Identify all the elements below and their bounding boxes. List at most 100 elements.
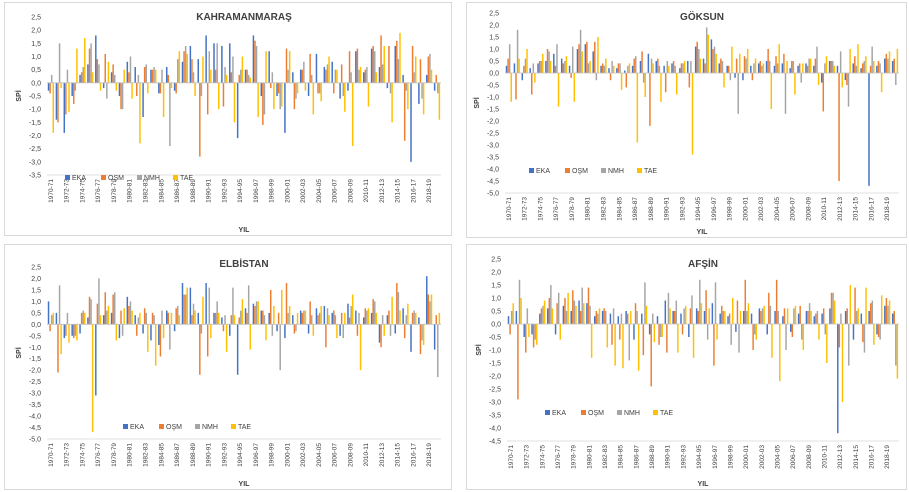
bar-eka — [118, 82, 121, 96]
bar-nmh — [839, 51, 842, 73]
x-tick-label: 2002-03 — [300, 443, 307, 467]
bar-nmh — [753, 63, 755, 73]
bar-tae — [653, 324, 656, 343]
bar-tae — [312, 324, 315, 336]
y-tick-label: -0,5 — [29, 94, 41, 101]
bar-oşm — [704, 63, 706, 73]
bar-nmh — [113, 292, 116, 325]
bar-nmh — [840, 313, 842, 324]
bar-eka — [378, 324, 381, 343]
bar-eka — [126, 296, 129, 325]
bar-tae — [147, 82, 149, 94]
bar-nmh — [247, 285, 250, 325]
bar-tae — [281, 82, 283, 107]
bar-nmh — [129, 301, 132, 325]
bar-nmh — [366, 67, 368, 83]
bar-eka — [284, 82, 286, 133]
bar-oşm — [838, 73, 840, 181]
bar-eka — [339, 324, 341, 336]
bar-tae — [786, 61, 788, 73]
bar-tae — [170, 82, 173, 89]
bar-nmh — [730, 324, 732, 345]
bar-nmh — [652, 313, 654, 324]
bar-nmh — [675, 300, 678, 324]
bar-eka — [688, 324, 690, 337]
legend-label-eka: EKA — [552, 410, 566, 417]
bar-eka — [197, 59, 199, 83]
chart-afsin: -4,5 -4,0 -3,5 -3,0 -2,5 -2,0 -1,5 -1,0 -0,5 0,0 0… — [475, 257, 899, 488]
bar-oşm — [80, 312, 83, 325]
bar-tae — [241, 56, 244, 83]
bar-oşm — [861, 63, 864, 73]
bar-oşm — [846, 73, 848, 85]
x-tick-label: 1976-77 — [95, 443, 102, 467]
bar-eka — [521, 73, 524, 81]
y-tick-label: 2,0 — [31, 28, 41, 35]
bar-eka — [631, 65, 634, 73]
bar-oşm — [633, 58, 635, 73]
bar-eka — [189, 45, 192, 83]
bar-tae — [557, 73, 560, 107]
bar-nmh — [389, 82, 392, 94]
bar-nmh — [792, 61, 795, 73]
x-tick-label: 2016-17 — [410, 443, 417, 467]
x-tick-label: 2016-17 — [868, 197, 875, 221]
bar-oşm — [317, 82, 319, 94]
bar-eka — [87, 317, 89, 325]
bar-tae — [273, 82, 275, 110]
bar-tae — [328, 315, 330, 325]
bar-tae — [794, 305, 797, 324]
bar-tae — [739, 311, 742, 324]
x-tick-label: 1996-97 — [712, 445, 719, 469]
bar-oşm — [112, 294, 114, 325]
x-tick-label: 2012-13 — [837, 445, 844, 469]
bar-oşm — [548, 298, 551, 324]
x-tick-label: 1982-83 — [143, 443, 150, 467]
x-tick-label: 1976-77 — [553, 197, 560, 221]
bar-nmh — [169, 324, 171, 350]
bar-tae — [865, 56, 867, 73]
bar-tae — [139, 312, 141, 325]
bar-oşm — [435, 74, 437, 83]
bar-oşm — [49, 324, 51, 332]
bar-nmh — [358, 69, 360, 83]
y-tick-label: 2,0 — [489, 23, 499, 30]
bar-eka — [284, 324, 286, 339]
bar-oşm — [672, 61, 675, 73]
bar-eka — [229, 43, 231, 83]
x-tick-label: 1972-73 — [64, 443, 71, 467]
bar-nmh — [642, 73, 645, 83]
bar-oşm — [317, 315, 319, 325]
x-tick-label: 1982-83 — [602, 445, 609, 469]
bar-oşm — [364, 308, 367, 325]
y-tick-label: 0,5 — [31, 67, 41, 74]
bar-oşm — [869, 65, 872, 73]
bar-oşm — [697, 311, 699, 324]
bar-oşm — [388, 310, 390, 325]
bar-tae — [430, 294, 433, 325]
bar-tae — [257, 82, 259, 118]
bar-oşm — [885, 298, 888, 324]
bar-nmh — [871, 300, 874, 324]
bar-eka — [165, 310, 168, 325]
bar-tae — [218, 312, 220, 325]
bar-oşm — [73, 324, 75, 339]
y-tick-label: 0,0 — [491, 322, 501, 329]
bar-tae — [802, 63, 804, 73]
bar-eka — [205, 35, 207, 83]
x-tick-label: 2016-17 — [410, 179, 417, 203]
bar-nmh — [389, 324, 392, 336]
bar-nmh — [129, 56, 132, 83]
bar-tae — [383, 324, 385, 336]
bar-nmh — [816, 311, 819, 324]
bar-nmh — [706, 324, 709, 340]
bar-oşm — [893, 58, 895, 73]
bar-nmh — [705, 27, 708, 73]
bar-tae — [336, 69, 338, 83]
x-tick-label: 1994-95 — [696, 445, 703, 469]
bar-oşm — [830, 61, 832, 73]
bar-nmh — [722, 311, 725, 324]
bar-nmh — [271, 324, 274, 336]
bar-eka — [150, 69, 152, 83]
bar-eka — [362, 72, 365, 83]
